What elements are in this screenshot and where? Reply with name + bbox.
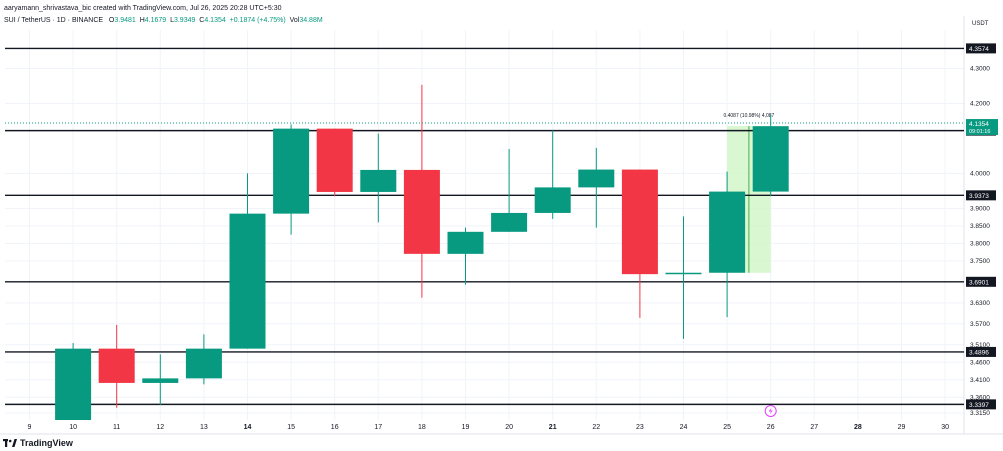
current-price-countdown: 09:01:16 — [969, 129, 990, 135]
level-price-label: 4.3574 — [969, 46, 989, 53]
ohlc-header: SUI / TetherUS · 1D · BINANCE O3.9481 H4… — [4, 17, 323, 24]
price-tick-label: 3.8500 — [970, 223, 990, 230]
candle-body — [316, 128, 353, 192]
date-tick-label: 28 — [854, 424, 862, 431]
candle-body — [185, 348, 222, 379]
date-tick-label: 21 — [549, 424, 557, 431]
currency-label: USDT — [972, 21, 989, 27]
high-value: 4.1679 — [144, 17, 167, 24]
lightning-icon — [768, 407, 773, 415]
candle-body — [491, 212, 528, 232]
date-tick-label: 17 — [374, 424, 382, 431]
level-price-label: 3.4896 — [969, 349, 989, 356]
range-measure-label: 0.4087 (10.98%) 4,087 — [723, 113, 774, 119]
open-value: 3.9481 — [114, 17, 136, 24]
date-tick-label: 14 — [244, 424, 252, 431]
date-tick-label: 29 — [898, 424, 906, 431]
candle-body — [360, 169, 397, 192]
date-tick-label: 27 — [810, 424, 818, 431]
price-tick-label: 3.4100 — [970, 377, 990, 384]
candle-body — [55, 348, 92, 420]
price-tick-label: 3.5100 — [970, 342, 990, 349]
level-price-label: 3.3397 — [969, 402, 989, 409]
low-value: 3.9349 — [173, 17, 196, 24]
level-price-label: 3.9373 — [969, 193, 989, 200]
level-price-badge — [966, 276, 996, 287]
candle-body — [273, 128, 310, 214]
candle-body — [98, 348, 135, 383]
date-tick-label: 23 — [636, 424, 644, 431]
price-tick-label: 4.0000 — [970, 170, 990, 177]
close-value: 4.1354 — [204, 17, 226, 24]
candle-body — [229, 213, 266, 349]
candle-body — [621, 169, 658, 275]
change-value: +0.1874 (+4.75%) — [229, 17, 286, 24]
current-price-label: 4.1354 — [969, 121, 989, 128]
price-tick-label: 3.3150 — [970, 410, 990, 417]
chart-credit: aaryamann_shrivastava_bic created with T… — [4, 5, 282, 12]
price-tick-label: 3.4600 — [970, 359, 990, 366]
date-tick-label: 12 — [156, 424, 164, 431]
date-tick-label: 26 — [767, 424, 775, 431]
price-tick-label: 3.9000 — [970, 205, 990, 212]
price-tick-label: 4.3000 — [970, 65, 990, 72]
close-label: C — [199, 17, 205, 24]
volume-label: Vol — [289, 17, 300, 24]
level-price-badge — [966, 399, 996, 410]
price-tick-label: 3.8000 — [970, 240, 990, 247]
brand-name: TradingView — [20, 438, 73, 448]
candle-body — [534, 187, 571, 213]
level-price-badge — [966, 190, 996, 201]
price-tick-label: 3.5700 — [970, 321, 990, 328]
date-tick-label: 11 — [113, 424, 120, 431]
level-price-badge — [966, 346, 996, 357]
price-tick-label: 3.7500 — [970, 258, 990, 265]
price-tick-label: 3.6300 — [970, 300, 990, 307]
candle-body — [665, 272, 702, 275]
high-label: H — [139, 17, 145, 24]
date-tick-label: 16 — [331, 424, 339, 431]
date-tick-label: 25 — [723, 424, 731, 431]
date-tick-label: 20 — [505, 424, 513, 431]
date-tick-label: 24 — [680, 424, 688, 431]
price-tick-label: 3.3600 — [970, 394, 990, 401]
plot-area — [5, 30, 964, 420]
date-tick-label: 13 — [200, 424, 208, 431]
date-tick-label: 19 — [462, 424, 470, 431]
tradingview-logo: TradingView — [3, 438, 73, 448]
tradingview-icon — [3, 439, 17, 447]
candle-body — [752, 126, 789, 192]
candle-body — [447, 231, 484, 254]
candle-body — [142, 378, 179, 383]
candle-body — [578, 169, 615, 188]
date-tick-label: 9 — [28, 424, 32, 431]
low-label: L — [170, 17, 174, 24]
volume-value: 34.88M — [299, 17, 323, 24]
price-tick-label: 4.2000 — [970, 100, 990, 107]
date-tick-label: 22 — [592, 424, 600, 431]
candle-body — [403, 169, 440, 254]
current-price-badge — [966, 119, 998, 136]
open-label: O — [108, 17, 115, 24]
date-tick-label: 30 — [941, 424, 949, 431]
symbol-label: SUI / TetherUS · 1D · BINANCE — [4, 17, 104, 24]
date-tick-label: 18 — [418, 424, 426, 431]
date-tick-label: 10 — [69, 424, 77, 431]
date-tick-label: 15 — [287, 424, 295, 431]
level-price-badge — [966, 43, 996, 54]
candle-body — [709, 191, 746, 273]
level-price-label: 3.6901 — [969, 279, 989, 286]
